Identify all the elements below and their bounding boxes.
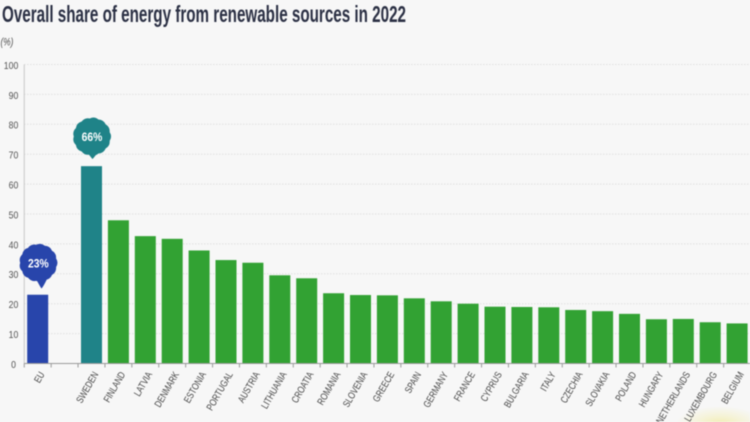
svg-text:0: 0 — [11, 359, 16, 370]
svg-text:100: 100 — [4, 60, 19, 71]
svg-text:Overall share of energy from r: Overall share of energy from renewable s… — [2, 1, 406, 27]
svg-text:80: 80 — [9, 120, 19, 131]
svg-text:40: 40 — [9, 240, 19, 251]
svg-text:23%: 23% — [28, 258, 49, 271]
svg-text:20: 20 — [9, 300, 19, 311]
svg-text:10: 10 — [9, 329, 19, 340]
svg-text:EU: EU — [32, 370, 47, 385]
svg-text:(%): (%) — [1, 36, 14, 48]
svg-text:66%: 66% — [82, 132, 103, 145]
svg-text:60: 60 — [9, 180, 19, 191]
svg-text:50: 50 — [9, 210, 19, 221]
svg-text:70: 70 — [9, 150, 19, 161]
svg-text:90: 90 — [9, 90, 19, 101]
svg-text:30: 30 — [9, 270, 19, 281]
